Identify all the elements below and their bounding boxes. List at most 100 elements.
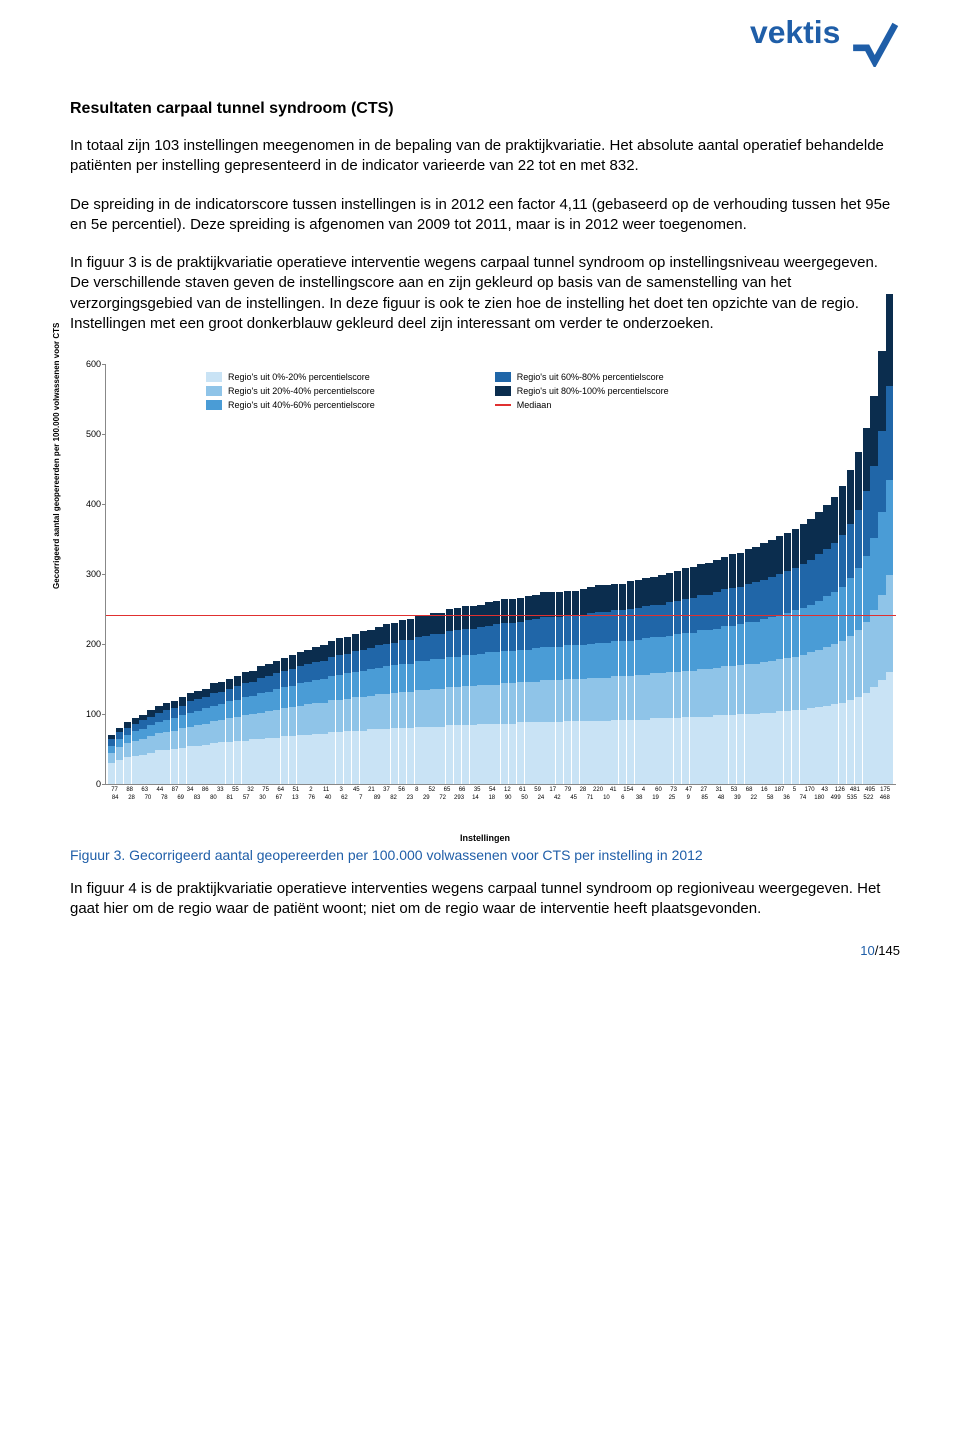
bar <box>815 512 822 784</box>
y-tick: 300 <box>76 569 101 579</box>
bar <box>438 613 445 784</box>
bar <box>493 601 500 784</box>
bar <box>855 452 862 784</box>
x-axis-label: Instellingen <box>70 833 900 843</box>
paragraph-2: De spreiding in de indicatorscore tussen… <box>70 195 900 236</box>
y-tick: 200 <box>76 639 101 649</box>
y-tick: 100 <box>76 709 101 719</box>
bar <box>407 619 414 784</box>
paragraph-3: In figuur 3 is de praktijkvariatie opera… <box>70 253 900 334</box>
bar <box>352 634 359 784</box>
bar <box>517 598 524 784</box>
bar <box>124 722 131 784</box>
bar <box>446 609 453 784</box>
bar <box>336 638 343 784</box>
bar <box>729 554 736 784</box>
bar <box>179 697 186 784</box>
bar <box>485 602 492 784</box>
bar <box>312 647 319 784</box>
bar <box>234 676 241 784</box>
paragraph-4: In figuur 4 is de praktijkvariatie opera… <box>70 879 900 920</box>
bar <box>218 682 225 784</box>
bar <box>257 666 264 784</box>
bar <box>265 664 272 784</box>
bar <box>572 591 579 784</box>
bar <box>194 691 201 784</box>
bar <box>202 689 209 784</box>
bar <box>399 620 406 784</box>
bar <box>532 595 539 784</box>
bar <box>525 596 532 784</box>
bar <box>344 637 351 784</box>
bar <box>163 703 170 784</box>
bar <box>737 553 744 784</box>
bar <box>430 613 437 784</box>
bar <box>281 658 288 784</box>
bar <box>108 735 115 784</box>
bar <box>823 505 830 784</box>
bar <box>147 710 154 784</box>
bar <box>328 641 335 784</box>
bar <box>375 627 382 784</box>
bar <box>242 672 249 784</box>
bar <box>187 693 194 784</box>
bar <box>139 715 146 784</box>
bar <box>556 592 563 784</box>
bar <box>705 563 712 784</box>
bar <box>360 631 367 784</box>
bar <box>132 718 139 784</box>
page-number: 10/145 <box>860 943 900 958</box>
vektis-logo: vektis <box>750 15 900 72</box>
bar <box>768 540 775 784</box>
bar <box>627 581 634 784</box>
paragraph-1: In totaal zijn 103 instellingen meegenom… <box>70 136 900 177</box>
bar <box>171 701 178 784</box>
bar <box>540 592 547 784</box>
y-axis-label: Gecorrigeerd aantal geopereerden per 100… <box>52 323 61 589</box>
bar <box>870 396 877 784</box>
bar <box>422 615 429 784</box>
y-tick: 500 <box>76 429 101 439</box>
bar <box>807 519 814 784</box>
bar <box>752 547 759 784</box>
bar <box>784 533 791 784</box>
bar <box>721 557 728 784</box>
bar <box>863 428 870 784</box>
bar <box>847 470 854 784</box>
bar <box>116 728 123 784</box>
bar <box>273 661 280 784</box>
bar <box>580 589 587 784</box>
bar <box>501 599 508 784</box>
bar <box>611 584 618 784</box>
median-line <box>106 615 896 616</box>
bar <box>155 706 162 784</box>
bar <box>682 568 689 784</box>
bar <box>548 592 555 784</box>
bar <box>226 679 233 784</box>
bar <box>383 624 390 784</box>
y-tick: 0 <box>76 779 101 789</box>
bar <box>619 584 626 784</box>
bar <box>304 650 311 784</box>
bar <box>886 294 893 784</box>
figure-3-caption: Figuur 3. Gecorrigeerd aantal geopereerd… <box>70 847 900 863</box>
section-title: Resultaten carpaal tunnel syndroom (CTS) <box>70 100 900 118</box>
bar <box>650 577 657 784</box>
bar <box>320 645 327 784</box>
bar <box>509 599 516 784</box>
bar <box>289 655 296 784</box>
bar <box>839 486 846 784</box>
bar <box>831 497 838 784</box>
bar <box>454 608 461 784</box>
bar <box>697 564 704 784</box>
bar <box>477 605 484 784</box>
bar <box>367 630 374 784</box>
bar <box>760 543 767 784</box>
bar <box>249 671 256 784</box>
bar <box>642 578 649 784</box>
bar <box>666 573 673 784</box>
bar <box>470 606 477 784</box>
bar <box>674 571 681 784</box>
y-tick: 400 <box>76 499 101 509</box>
bar <box>658 575 665 784</box>
